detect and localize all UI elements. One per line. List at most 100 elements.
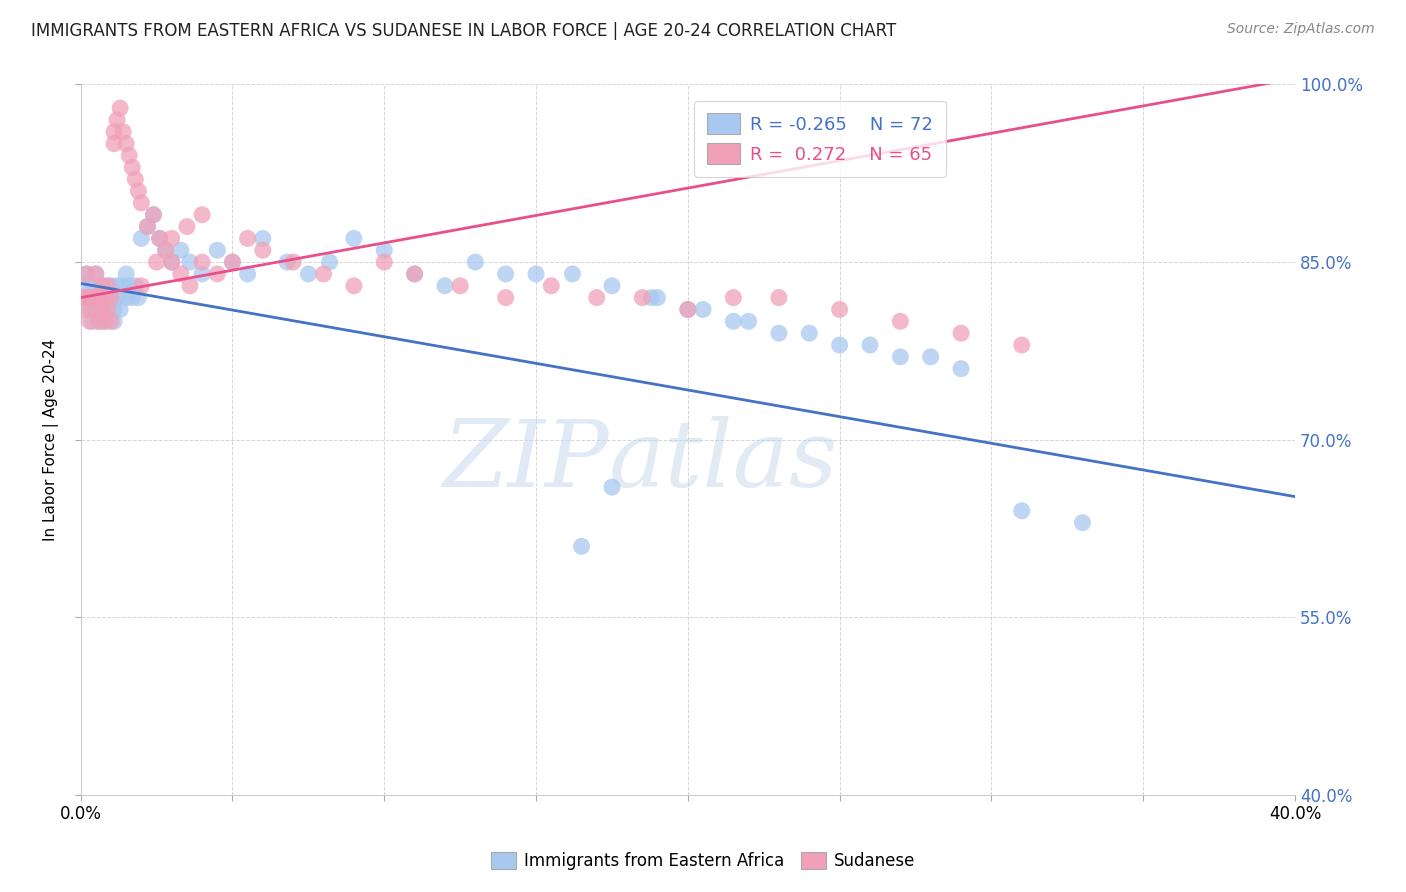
Point <box>631 291 654 305</box>
Point <box>100 291 122 305</box>
Point <box>94 291 117 305</box>
Point <box>221 255 243 269</box>
Point <box>103 136 125 151</box>
Point <box>97 302 120 317</box>
Point <box>124 172 146 186</box>
Point <box>87 314 110 328</box>
Point <box>97 291 120 305</box>
Point <box>1011 338 1033 352</box>
Point <box>160 255 183 269</box>
Point <box>142 208 165 222</box>
Point <box>94 314 117 328</box>
Point <box>585 291 607 305</box>
Point <box>79 291 101 305</box>
Y-axis label: In Labor Force | Age 20-24: In Labor Force | Age 20-24 <box>44 339 59 541</box>
Point <box>449 278 471 293</box>
Point <box>236 267 259 281</box>
Point <box>105 112 128 127</box>
Point <box>108 101 131 115</box>
Point <box>155 244 177 258</box>
Point <box>640 291 662 305</box>
Point <box>889 350 911 364</box>
Point <box>79 291 101 305</box>
Point <box>100 278 122 293</box>
Point <box>283 255 305 269</box>
Point <box>118 148 141 162</box>
Point <box>112 278 135 293</box>
Point <box>87 291 110 305</box>
Point <box>121 161 143 175</box>
Point <box>692 302 714 317</box>
Point <box>127 184 149 198</box>
Point <box>859 338 882 352</box>
Point <box>131 231 153 245</box>
Point <box>540 278 562 293</box>
Point <box>103 314 125 328</box>
Point <box>131 195 153 210</box>
Point <box>87 278 110 293</box>
Point <box>82 314 104 328</box>
Point <box>191 267 214 281</box>
Point <box>191 208 214 222</box>
Point <box>100 291 122 305</box>
Point <box>373 255 395 269</box>
Point <box>600 480 623 494</box>
Point <box>276 255 298 269</box>
Point <box>433 278 456 293</box>
Point <box>97 278 120 293</box>
Point <box>90 278 112 293</box>
Point <box>149 231 172 245</box>
Point <box>94 314 117 328</box>
Point <box>136 219 159 234</box>
Point <box>118 278 141 293</box>
Point <box>920 350 942 364</box>
Point <box>676 302 699 317</box>
Point <box>142 208 165 222</box>
Point <box>136 219 159 234</box>
Point <box>108 302 131 317</box>
Point <box>404 267 426 281</box>
Point <box>90 291 112 305</box>
Point <box>155 244 177 258</box>
Point <box>723 291 745 305</box>
Point <box>115 291 138 305</box>
Point <box>207 244 229 258</box>
Point <box>76 267 98 281</box>
Text: ZIP: ZIP <box>443 416 609 506</box>
Point <box>252 244 274 258</box>
Point <box>103 125 125 139</box>
Text: atlas: atlas <box>609 416 838 506</box>
Point <box>524 267 547 281</box>
Point <box>103 302 125 317</box>
Point <box>221 255 243 269</box>
Point <box>160 231 183 245</box>
Point <box>82 302 104 317</box>
Point <box>94 278 117 293</box>
Point <box>131 278 153 293</box>
Point <box>79 302 101 317</box>
Point <box>100 314 122 328</box>
Point <box>73 291 96 305</box>
Point <box>571 539 593 553</box>
Point <box>84 267 107 281</box>
Point <box>170 267 193 281</box>
Point <box>160 255 183 269</box>
Point <box>115 267 138 281</box>
Point <box>84 267 107 281</box>
Point <box>73 302 96 317</box>
Point <box>207 267 229 281</box>
Point <box>191 255 214 269</box>
Point <box>404 267 426 281</box>
Point <box>828 302 851 317</box>
Point <box>312 267 335 281</box>
Point <box>179 278 201 293</box>
Text: IMMIGRANTS FROM EASTERN AFRICA VS SUDANESE IN LABOR FORCE | AGE 20-24 CORRELATIO: IMMIGRANTS FROM EASTERN AFRICA VS SUDANE… <box>31 22 896 40</box>
Point <box>127 291 149 305</box>
Point <box>79 314 101 328</box>
Point <box>889 314 911 328</box>
Point <box>84 291 107 305</box>
Point <box>105 278 128 293</box>
Point <box>464 255 486 269</box>
Legend: R = -0.265    N = 72, R =  0.272    N = 65: R = -0.265 N = 72, R = 0.272 N = 65 <box>695 101 946 177</box>
Point <box>799 326 821 340</box>
